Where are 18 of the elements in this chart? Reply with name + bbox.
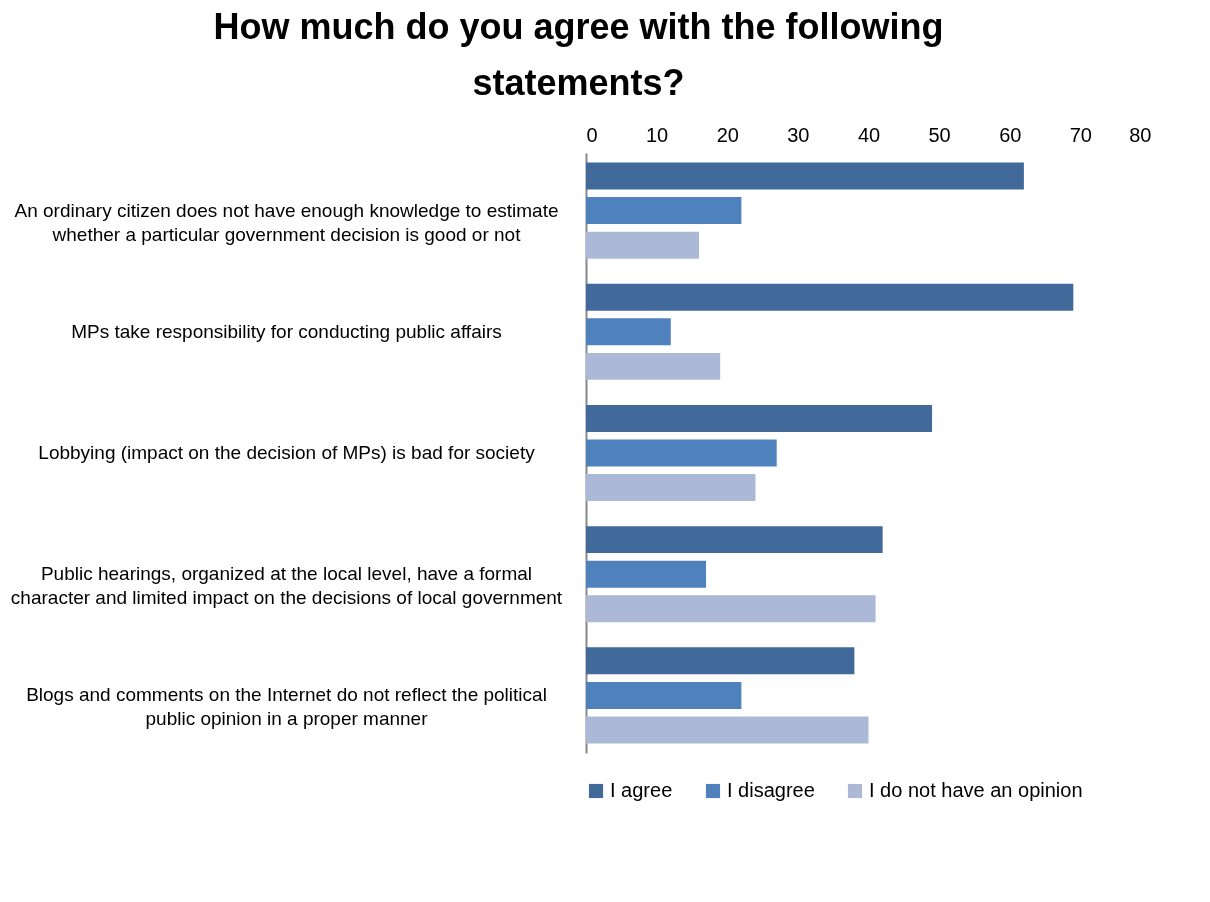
legend-label: I disagree (727, 779, 815, 801)
x-tick-label: 0 (586, 123, 598, 146)
x-tick-label: 10 (646, 123, 669, 146)
x-tick-label: 50 (928, 123, 951, 146)
x-tick-label: 60 (999, 123, 1022, 146)
x-tick-label: 30 (787, 123, 810, 146)
y-tick-label: Blogs and comments on the Internet do not reflect the political public opinion in a proper manner (26, 684, 547, 730)
y-tick-label: Lobbying (impact on the decision of MPs) is bad for society (38, 442, 536, 463)
legend-label: I do not have an opinion (869, 779, 1083, 801)
legend-label: I agree (610, 779, 673, 801)
x-tick-label: 80 (1129, 123, 1152, 146)
x-tick-label: 40 (857, 123, 881, 146)
x-tick-label: 20 (716, 123, 739, 146)
y-tick-label: Public hearings, organized at the local level, have a formal character and limited impact on the decisions of local government (10, 563, 563, 609)
chart-title: How much do you agree with the following statements? (213, 6, 944, 103)
x-tick-label: 70 (1069, 123, 1092, 146)
y-tick-label: An ordinary citizen does not have enough knowledge to estimate whether a particular government decision is good or not (14, 199, 559, 245)
y-tick-label: MPs take responsibility for conducting public affairs (71, 320, 502, 342)
